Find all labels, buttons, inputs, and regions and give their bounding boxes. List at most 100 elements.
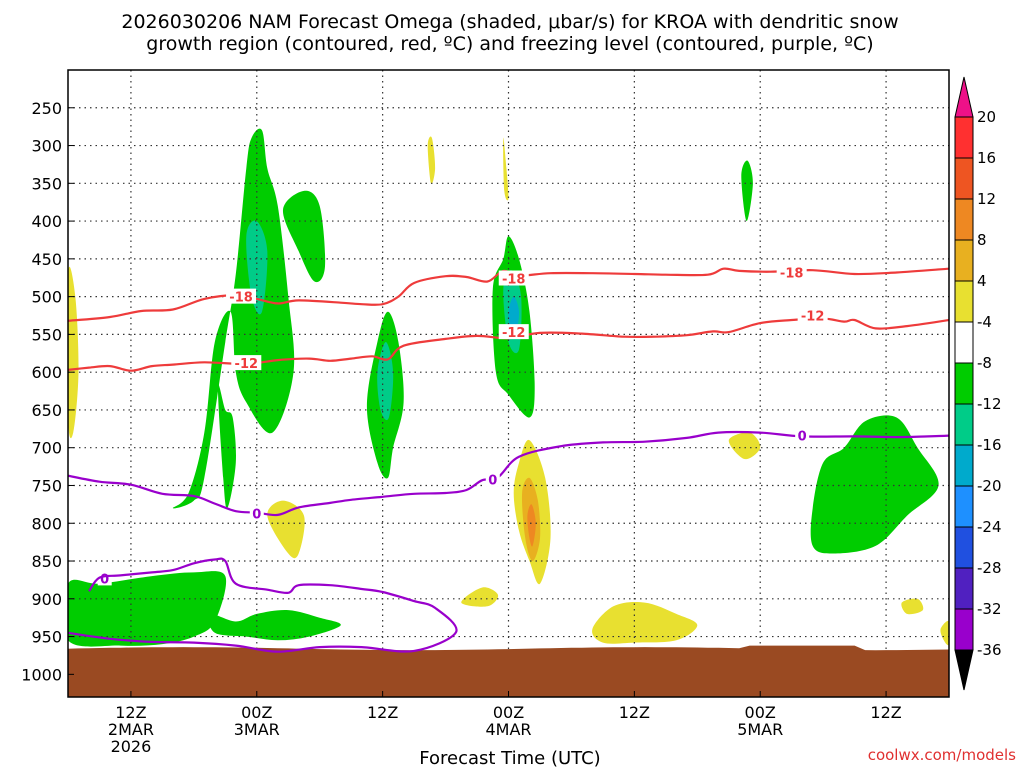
colorbar-segment xyxy=(954,280,974,323)
colorbar-label: -4 xyxy=(977,313,992,331)
omega-region-21 xyxy=(901,598,924,615)
credit-text: coolwx.com/models xyxy=(868,746,1016,764)
omega-region-15 xyxy=(503,137,509,201)
x-tick-label: 2MAR xyxy=(108,720,154,739)
colorbar-label: -8 xyxy=(977,354,992,372)
omega-region-5 xyxy=(741,160,753,222)
y-tick-label: 700 xyxy=(31,439,62,458)
omega-region-19 xyxy=(592,601,698,644)
omega-region-13 xyxy=(68,266,79,439)
colorbar-segment xyxy=(954,116,974,159)
y-tick-label: 500 xyxy=(31,288,62,307)
x-tick-label: 12Z xyxy=(115,703,146,722)
contour-label-bg xyxy=(231,355,262,371)
colorbar-segment xyxy=(954,157,974,200)
omega-region-24 xyxy=(527,504,536,547)
y-tick-label: 600 xyxy=(31,363,62,382)
omega-region-8 xyxy=(208,610,341,641)
colorbar-label: -28 xyxy=(977,559,1002,577)
x-tick-label: 2026 xyxy=(111,737,152,756)
contour-label-bg xyxy=(498,324,529,340)
y-tick-label: 400 xyxy=(31,212,62,231)
colorbar-label: 12 xyxy=(977,190,996,208)
y-tick-label: 900 xyxy=(31,590,62,609)
contour-label-bg xyxy=(498,270,529,286)
x-tick-label: 00Z xyxy=(241,703,272,722)
colorbar-label: -16 xyxy=(977,436,1002,454)
contour-label-bg xyxy=(226,288,257,304)
x-tick-label: 4MAR xyxy=(485,720,531,739)
x-tick-label: 5MAR xyxy=(737,720,783,739)
omega-region-22 xyxy=(940,620,949,646)
y-tick-label: 850 xyxy=(31,552,62,571)
contour-label: 0 xyxy=(100,572,109,587)
x-tick-label: 12Z xyxy=(619,703,650,722)
colorbar-segment xyxy=(954,444,974,487)
omega-region-18 xyxy=(461,587,499,607)
x-axis-label: Forecast Time (UTC) xyxy=(419,748,600,768)
x-tick-label: 12Z xyxy=(367,703,398,722)
colorbar-segment xyxy=(954,321,974,364)
contour-label: -12 xyxy=(801,310,825,325)
colorbar-segment xyxy=(954,239,974,282)
x-tick-label: 00Z xyxy=(745,703,776,722)
y-tick-label: 450 xyxy=(31,250,62,269)
colorbar: 20 16 12 8 4 -4 -8 -12 -16 -20 -24 -28 -32 -36 xyxy=(954,76,1002,691)
colorbar-bottom-arrow xyxy=(954,649,974,691)
omega-region-20 xyxy=(728,432,761,460)
contour-line-2 xyxy=(68,430,949,517)
contour-label: -12 xyxy=(502,326,526,341)
colorbar-segment xyxy=(954,485,974,528)
y-tick-label: 950 xyxy=(31,628,62,647)
omega-shading-layer xyxy=(68,128,949,647)
colorbar-segment xyxy=(954,608,974,651)
gridlines xyxy=(68,70,949,697)
y-axis: 250 300 350 400 450 500 550 600 650 700 750 800 850 9… xyxy=(21,99,74,684)
colorbar-label: -36 xyxy=(977,641,1002,659)
y-tick-label: 1000 xyxy=(21,665,62,684)
x-tick-label: 3MAR xyxy=(234,720,280,739)
chart-title-line2: growth region (contoured, red, ºC) and f… xyxy=(146,33,873,55)
contour-line-3 xyxy=(68,557,458,653)
contour-label-bg xyxy=(776,264,807,280)
omega-region-0 xyxy=(172,128,295,509)
contour-label-bg xyxy=(797,307,828,323)
omega-region-2 xyxy=(217,384,237,509)
ground-terrain xyxy=(68,645,949,697)
omega-region-7 xyxy=(68,571,227,647)
contour-label-bg xyxy=(97,570,112,586)
colorbar-segment xyxy=(954,526,974,569)
colorbar-segment xyxy=(954,567,974,610)
contour-label-bg xyxy=(795,427,810,443)
omega-region-14 xyxy=(427,136,436,185)
contour-label: -18 xyxy=(502,272,526,287)
y-tick-label: 750 xyxy=(31,476,62,495)
contour-label: -18 xyxy=(780,266,804,281)
colorbar-label: 20 xyxy=(977,108,996,126)
contour-label: 0 xyxy=(798,430,807,445)
y-tick-label: 550 xyxy=(31,325,62,344)
contour-label-bg xyxy=(249,505,264,521)
contour-label: 0 xyxy=(252,507,261,522)
contour-label-bg xyxy=(485,471,500,487)
x-tick-label: 00Z xyxy=(493,703,524,722)
contour-lines-layer: -18 -18 -18 -12 -12 -12 0 0 0 0 xyxy=(68,264,949,653)
colorbar-label: -24 xyxy=(977,518,1002,536)
contour-label: -12 xyxy=(235,357,259,372)
y-tick-label: 300 xyxy=(31,137,62,156)
colorbar-label: -20 xyxy=(977,477,1002,495)
x-tick-label: 12Z xyxy=(870,703,901,722)
colorbar-label: 16 xyxy=(977,149,996,167)
colorbar-label: -32 xyxy=(977,600,1002,618)
contour-label: 0 xyxy=(488,473,497,488)
colorbar-top-arrow xyxy=(954,76,974,118)
colorbar-label: -12 xyxy=(977,395,1002,413)
colorbar-segment xyxy=(954,362,974,405)
omega-region-6 xyxy=(810,415,939,554)
omega-region-1 xyxy=(282,190,326,283)
omega-region-10 xyxy=(377,342,394,421)
chart-title-line1: 2026030206 NAM Forecast Omega (shaded, μ… xyxy=(121,11,898,33)
y-tick-label: 800 xyxy=(31,514,62,533)
